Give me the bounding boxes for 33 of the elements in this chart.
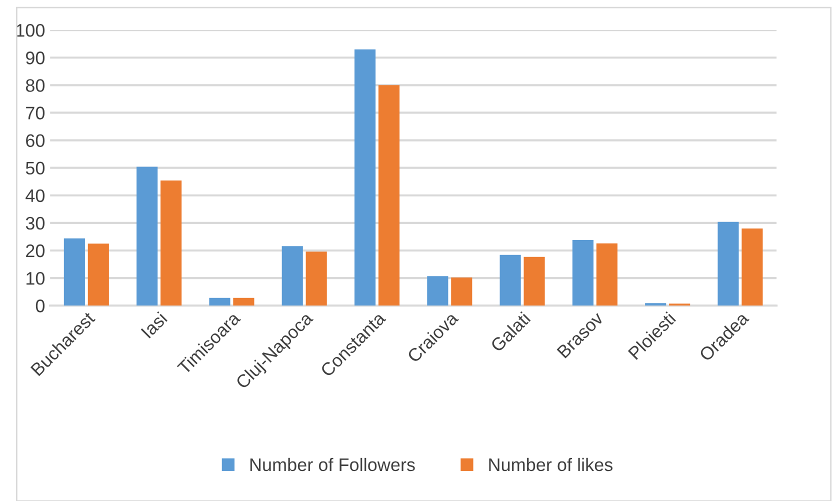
y-tick-label: 80 bbox=[26, 79, 45, 92]
bar bbox=[451, 278, 472, 306]
y-tick-label: 50 bbox=[26, 162, 45, 175]
legend-label: Number of likes bbox=[489, 458, 612, 472]
y-tick-label: 40 bbox=[26, 189, 45, 202]
bar bbox=[645, 303, 666, 306]
bar bbox=[378, 85, 400, 306]
bar bbox=[596, 243, 618, 306]
legend-label: Number of Followers bbox=[250, 458, 415, 472]
y-tick-label: 0 bbox=[36, 300, 45, 312]
bar bbox=[742, 228, 763, 306]
y-tick-label: 30 bbox=[26, 216, 45, 230]
y-tick-label: 70 bbox=[26, 106, 45, 120]
bar bbox=[354, 49, 376, 306]
bar bbox=[306, 252, 327, 306]
y-tick-label: 10 bbox=[26, 272, 45, 285]
bar bbox=[209, 298, 230, 306]
bar bbox=[233, 298, 254, 306]
bar bbox=[718, 222, 739, 306]
bar bbox=[524, 256, 545, 306]
y-tick-label: 90 bbox=[26, 52, 45, 64]
bar bbox=[572, 240, 594, 306]
bar bbox=[427, 276, 448, 306]
x-tick-label: Iasi bbox=[140, 311, 168, 339]
bar bbox=[136, 166, 158, 306]
bar bbox=[88, 244, 109, 306]
bar bbox=[282, 246, 303, 306]
bar bbox=[64, 238, 85, 306]
bar bbox=[160, 180, 182, 306]
y-tick-label: 100 bbox=[16, 24, 45, 37]
y-tick-label: 60 bbox=[26, 134, 45, 147]
bar bbox=[500, 254, 521, 306]
y-tick-label: 20 bbox=[26, 244, 45, 258]
